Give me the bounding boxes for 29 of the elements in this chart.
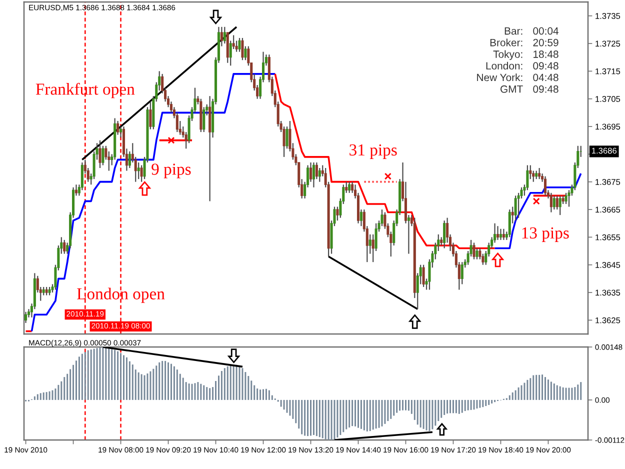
annotation: 09:48	[533, 62, 558, 70]
annotation: Bar:	[504, 27, 522, 35]
annotation: Broker:	[490, 38, 522, 46]
annotation: 31 pips	[350, 144, 397, 159]
annotation: London open	[77, 288, 165, 303]
y-tick-label: 1.3735	[596, 13, 620, 19]
annotation: 18:48	[534, 50, 558, 58]
annotation: Frankfurt open	[36, 82, 135, 98]
y-tick-label: 1.3655	[596, 234, 620, 240]
y-tick-label: 1.3725	[596, 40, 620, 47]
y-tick-label: 1.3645	[596, 262, 620, 268]
annotation: 09:48	[533, 85, 558, 93]
annotation: London:	[486, 62, 522, 70]
annotation: New York:	[477, 74, 522, 82]
y-tick-label: 1.3675	[596, 179, 620, 185]
y-tick-label: 1.3635	[596, 290, 620, 296]
annotation: GMT	[500, 85, 523, 93]
y-tick-label: 1.3665	[596, 206, 620, 213]
y-tick-label: 1.3625	[596, 317, 620, 324]
annotation: 13 pips	[522, 227, 569, 242]
y-tick-label: 1.3715	[596, 68, 620, 74]
y-tick-label: 1.3695	[596, 124, 620, 130]
y-tick-label: 1.3705	[596, 96, 620, 102]
annotation: 1.3686	[592, 148, 617, 154]
annotation: 9 pips	[152, 164, 191, 178]
annotation: 04:48	[533, 74, 558, 82]
annotation: Tokyo:	[493, 50, 522, 60]
annotation: 20:59	[533, 38, 558, 46]
annotation: 00:04	[533, 27, 558, 35]
